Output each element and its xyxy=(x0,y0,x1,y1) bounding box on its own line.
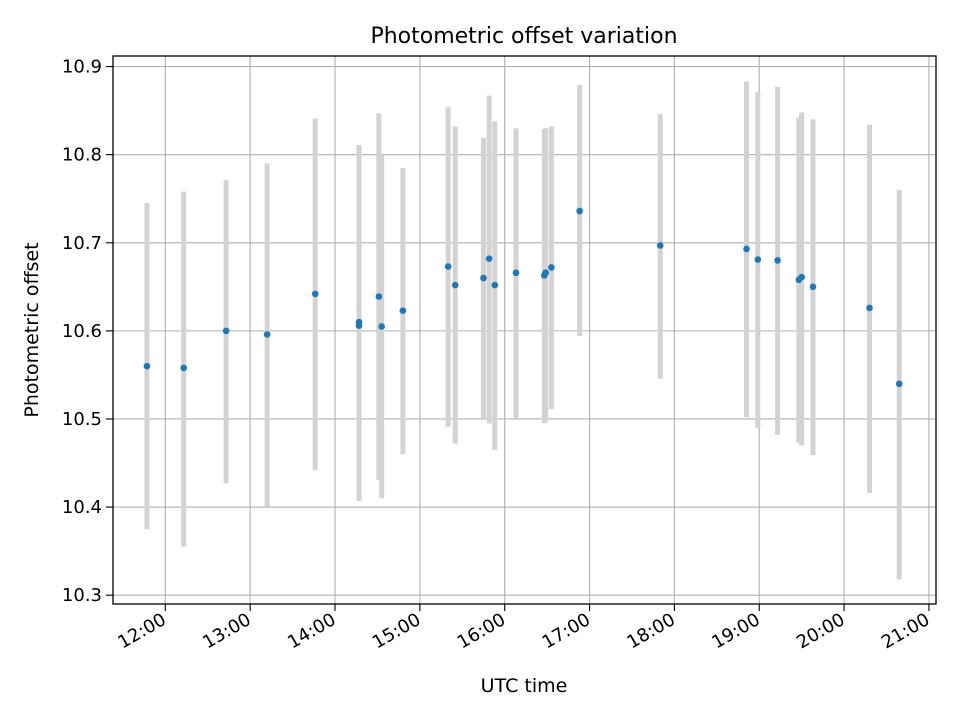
data-point xyxy=(754,256,762,263)
x-axis-label: UTC time xyxy=(481,675,568,697)
data-point xyxy=(263,331,271,338)
y-tick-label: 10.5 xyxy=(62,409,102,430)
data-point xyxy=(480,274,487,282)
x-tick-label: 14:00 xyxy=(284,609,339,653)
x-tick-label: 15:00 xyxy=(369,609,424,653)
data-point xyxy=(311,290,319,298)
data-point xyxy=(355,322,363,329)
y-tick-label: 10.7 xyxy=(62,233,102,254)
data-point xyxy=(809,283,817,291)
chart-title: Photometric offset variation xyxy=(370,24,677,49)
data-point xyxy=(222,327,230,335)
x-tick-label: 16:00 xyxy=(454,609,509,653)
data-point xyxy=(798,273,805,281)
data-point xyxy=(378,323,385,330)
data-point xyxy=(542,269,550,277)
data-point xyxy=(866,304,873,312)
data-point xyxy=(143,362,151,370)
y-tick-label: 10.9 xyxy=(62,57,102,78)
data-point xyxy=(576,207,583,215)
y-tick-label: 10.8 xyxy=(62,145,102,166)
data-point xyxy=(444,263,452,270)
y-tick-label: 10.4 xyxy=(62,497,102,518)
y-axis: 10.3 10.4 10.5 10.6 10.7 10.8 10.9 xyxy=(62,57,113,606)
data-point xyxy=(375,293,383,300)
data-point xyxy=(656,242,664,249)
x-tick-label: 18:00 xyxy=(623,609,678,653)
data-point xyxy=(895,380,903,388)
x-axis: 12:00 13:00 14:00 15:00 16:00 17:00 18:00 19:00… xyxy=(114,604,933,653)
y-tick-label: 10.6 xyxy=(62,321,102,342)
data-points xyxy=(143,207,903,388)
data-point xyxy=(548,264,555,271)
y-axis-label: Photometric offset xyxy=(21,242,43,417)
plot-frame xyxy=(112,55,937,605)
x-tick-label: 13:00 xyxy=(199,609,254,653)
data-point xyxy=(451,281,459,289)
x-tick-label: 17:00 xyxy=(539,609,594,653)
x-tick-label: 21:00 xyxy=(878,609,933,653)
data-point xyxy=(485,255,493,262)
y-tick-label: 10.3 xyxy=(62,585,102,606)
data-point xyxy=(512,269,520,277)
x-tick-label: 20:00 xyxy=(793,609,848,653)
data-point xyxy=(774,257,781,264)
data-point xyxy=(399,307,407,314)
x-tick-label: 19:00 xyxy=(708,609,763,653)
data-point xyxy=(743,245,750,253)
x-tick-label: 12:00 xyxy=(114,609,169,653)
data-point xyxy=(180,364,188,372)
data-point xyxy=(491,281,499,289)
